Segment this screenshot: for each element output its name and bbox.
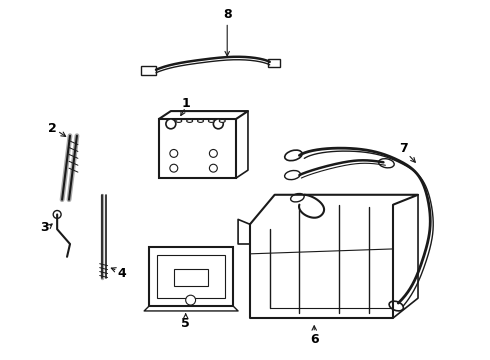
Bar [157, 255, 225, 298]
Ellipse shape [291, 194, 304, 202]
Circle shape [209, 164, 218, 172]
Circle shape [186, 295, 196, 305]
Text: 5: 5 [181, 317, 190, 330]
Ellipse shape [285, 150, 302, 161]
Text: 3: 3 [40, 221, 49, 234]
Text: 4: 4 [117, 267, 126, 280]
Ellipse shape [389, 301, 403, 311]
Ellipse shape [285, 171, 300, 180]
Circle shape [170, 149, 178, 157]
Text: 7: 7 [399, 142, 408, 155]
Bar [268, 59, 280, 67]
Circle shape [53, 211, 61, 219]
Bar [159, 119, 236, 178]
Ellipse shape [208, 120, 214, 122]
Circle shape [209, 149, 218, 157]
Bar [174, 269, 208, 286]
Text: 1: 1 [181, 97, 190, 110]
Text: 2: 2 [48, 122, 56, 135]
Text: 6: 6 [310, 333, 318, 346]
Text: 8: 8 [223, 8, 231, 21]
Ellipse shape [176, 120, 182, 122]
Ellipse shape [220, 120, 225, 122]
Bar [149, 247, 233, 306]
Bar [141, 66, 156, 75]
Circle shape [213, 119, 223, 129]
Circle shape [166, 119, 176, 129]
Ellipse shape [187, 120, 193, 122]
Circle shape [170, 164, 178, 172]
Ellipse shape [379, 159, 394, 168]
Ellipse shape [197, 120, 203, 122]
